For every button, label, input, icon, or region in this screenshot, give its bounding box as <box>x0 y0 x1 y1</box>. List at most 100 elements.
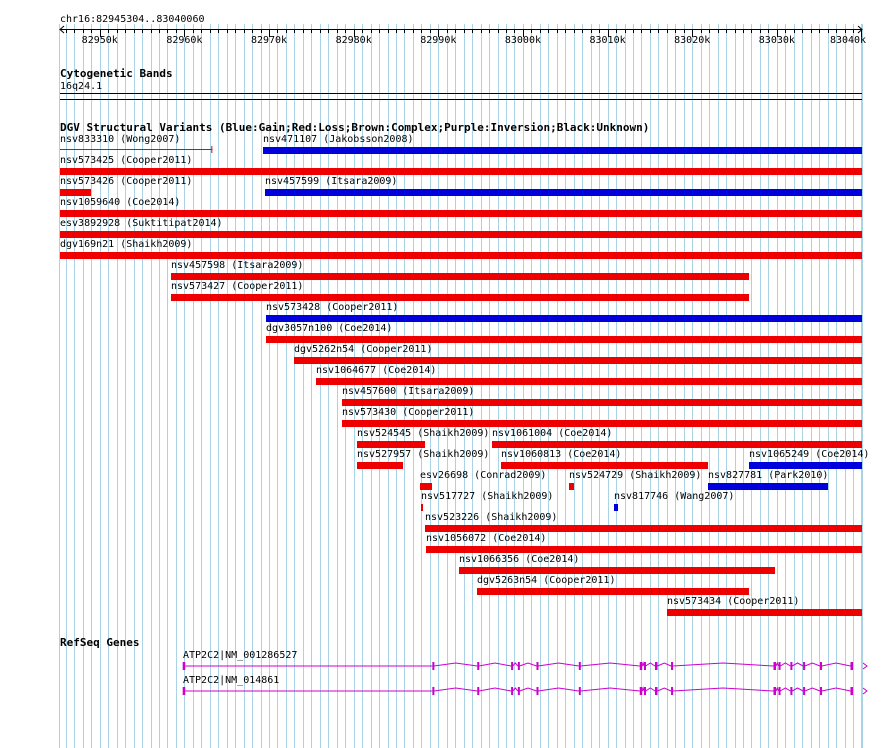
exon-block <box>643 662 646 670</box>
ruler-left-arrow <box>59 25 65 34</box>
variant-label[interactable]: dgv169n21 (Shaikh2009) <box>60 239 193 250</box>
exon-block <box>511 662 514 670</box>
variant-label[interactable]: nsv573428 (Cooper2011) <box>266 302 399 313</box>
variant-bar-loss[interactable] <box>171 294 749 301</box>
ruler-tick-label: 83010k <box>589 35 626 46</box>
variant-bar-gain[interactable] <box>708 483 828 490</box>
variant-bar-loss[interactable] <box>60 210 862 217</box>
variant-label[interactable]: dgv5263n54 (Cooper2011) <box>477 575 616 586</box>
exon-block <box>850 687 854 695</box>
variant-label[interactable]: nsv573425 (Cooper2011) <box>60 155 193 166</box>
variant-label[interactable]: nsv471107 (Jakobsson2008) <box>263 134 414 145</box>
variant-bar-loss[interactable] <box>60 231 862 238</box>
exon-block <box>517 687 520 695</box>
variant-label[interactable]: nsv524545 (Shaikh2009) <box>357 428 490 439</box>
variant-bar-gain[interactable] <box>263 147 862 154</box>
cytoband-line-top <box>60 93 862 94</box>
variant-label[interactable]: esv3892928 (Suktitipat2014) <box>60 218 223 229</box>
exon-block <box>536 687 539 695</box>
variant-label[interactable]: nsv1060813 (Coe2014) <box>501 449 622 460</box>
variant-bar-loss[interactable] <box>501 462 708 469</box>
variant-label[interactable]: nsv1064677 (Coe2014) <box>316 365 437 376</box>
variant-label[interactable]: nsv1059640 (Coe2014) <box>60 197 181 208</box>
variant-bar-loss[interactable] <box>492 441 862 448</box>
variant-bar-loss[interactable] <box>569 483 574 490</box>
variant-bar-loss[interactable] <box>294 357 862 364</box>
ruler-tick-label: 83030k <box>758 35 795 46</box>
variant-bar-loss[interactable] <box>60 168 862 175</box>
exon-block <box>643 687 646 695</box>
variant-bar-loss[interactable] <box>266 336 862 343</box>
variant-bar-loss[interactable] <box>459 567 775 574</box>
position-ruler[interactable] <box>0 0 890 60</box>
variant-label[interactable]: nsv517727 (Shaikh2009) <box>421 491 554 502</box>
variant-label[interactable]: nsv524729 (Shaikh2009) <box>569 470 702 481</box>
variant-label[interactable]: nsv1061004 (Coe2014) <box>492 428 613 439</box>
exon-block <box>536 662 539 670</box>
variant-label[interactable]: esv26698 (Conrad2009) <box>420 470 547 481</box>
variant-bar-loss[interactable] <box>420 483 432 490</box>
ruler-tick-label: 82950k <box>81 35 118 46</box>
exon-block <box>820 662 823 670</box>
variant-bar-gain[interactable] <box>266 315 862 322</box>
transcript-label[interactable]: ATP2C2|NM_014861 <box>183 675 280 686</box>
variant-label[interactable]: nsv1056072 (Coe2014) <box>426 533 547 544</box>
variant-bar-loss[interactable] <box>60 252 862 259</box>
variant-label[interactable]: nsv457600 (Itsara2009) <box>342 386 475 397</box>
exon-block <box>820 687 823 695</box>
variant-bar-gain[interactable] <box>749 462 862 469</box>
strand-arrow <box>862 662 868 670</box>
variant-label[interactable]: nsv817746 (Wang2007) <box>614 491 735 502</box>
variant-bar-loss[interactable] <box>667 609 862 616</box>
exon-block <box>671 687 674 695</box>
cytoband-label[interactable]: 16q24.1 <box>60 81 103 92</box>
variant-label[interactable]: nsv573426 (Cooper2011) <box>60 176 193 187</box>
variant-bar-gain[interactable] <box>265 189 862 196</box>
exon-block <box>182 687 186 695</box>
variant-whisker[interactable] <box>0 144 890 156</box>
exon-block <box>477 662 480 670</box>
variant-bar-loss[interactable] <box>316 378 862 385</box>
exon-block <box>477 687 480 695</box>
variant-bar-loss[interactable] <box>60 189 91 196</box>
exon-block <box>432 687 435 695</box>
transcript-model[interactable] <box>0 685 890 701</box>
variant-bar-loss[interactable] <box>342 420 862 427</box>
variant-label[interactable]: nsv523226 (Shaikh2009) <box>425 512 558 523</box>
variant-label[interactable]: nsv573430 (Cooper2011) <box>342 407 475 418</box>
exon-block <box>803 687 806 695</box>
variant-bar-loss[interactable] <box>357 462 403 469</box>
variant-label[interactable]: nsv1065249 (Coe2014) <box>749 449 870 460</box>
exon-block <box>432 662 435 670</box>
cytoband-line-bottom <box>60 99 862 100</box>
exon-block <box>773 662 777 670</box>
transcript-label[interactable]: ATP2C2|NM_001286527 <box>183 650 298 661</box>
variant-bar-loss[interactable] <box>171 273 749 280</box>
variant-bar-loss[interactable] <box>357 441 425 448</box>
variant-bar-loss[interactable] <box>421 504 423 511</box>
ruler-range-label: chr16:82945304..83040060 <box>60 14 205 25</box>
variant-bar-gain[interactable] <box>614 504 618 511</box>
variant-bar-loss[interactable] <box>477 588 749 595</box>
variant-label[interactable]: dgv5262n54 (Cooper2011) <box>294 344 433 355</box>
ruler-tick-label: 83020k <box>674 35 711 46</box>
exon-block <box>790 662 793 670</box>
variant-bar-loss[interactable] <box>426 546 862 553</box>
variant-label[interactable]: dgv3057n100 (Coe2014) <box>266 323 393 334</box>
transcript-model[interactable] <box>0 660 890 676</box>
exon-block <box>778 662 781 670</box>
variant-label[interactable]: nsv827781 (Park2010) <box>708 470 829 481</box>
variant-label[interactable]: nsv457598 (Itsara2009) <box>171 260 304 271</box>
variant-bar-loss[interactable] <box>342 399 862 406</box>
exon-block <box>850 662 854 670</box>
ruler-tick-label: 82960k <box>166 35 203 46</box>
variant-label[interactable]: nsv573434 (Cooper2011) <box>667 596 800 607</box>
exon-block <box>639 662 643 670</box>
variant-label[interactable]: nsv457599 (Itsara2009) <box>265 176 398 187</box>
exon-block <box>578 662 581 670</box>
variant-label[interactable]: nsv833310 (Wong2007) <box>60 134 181 145</box>
variant-label[interactable]: nsv527957 (Shaikh2009) <box>357 449 490 460</box>
variant-label[interactable]: nsv1066356 (Coe2014) <box>459 554 580 565</box>
variant-bar-loss[interactable] <box>425 525 862 532</box>
variant-label[interactable]: nsv573427 (Cooper2011) <box>171 281 304 292</box>
